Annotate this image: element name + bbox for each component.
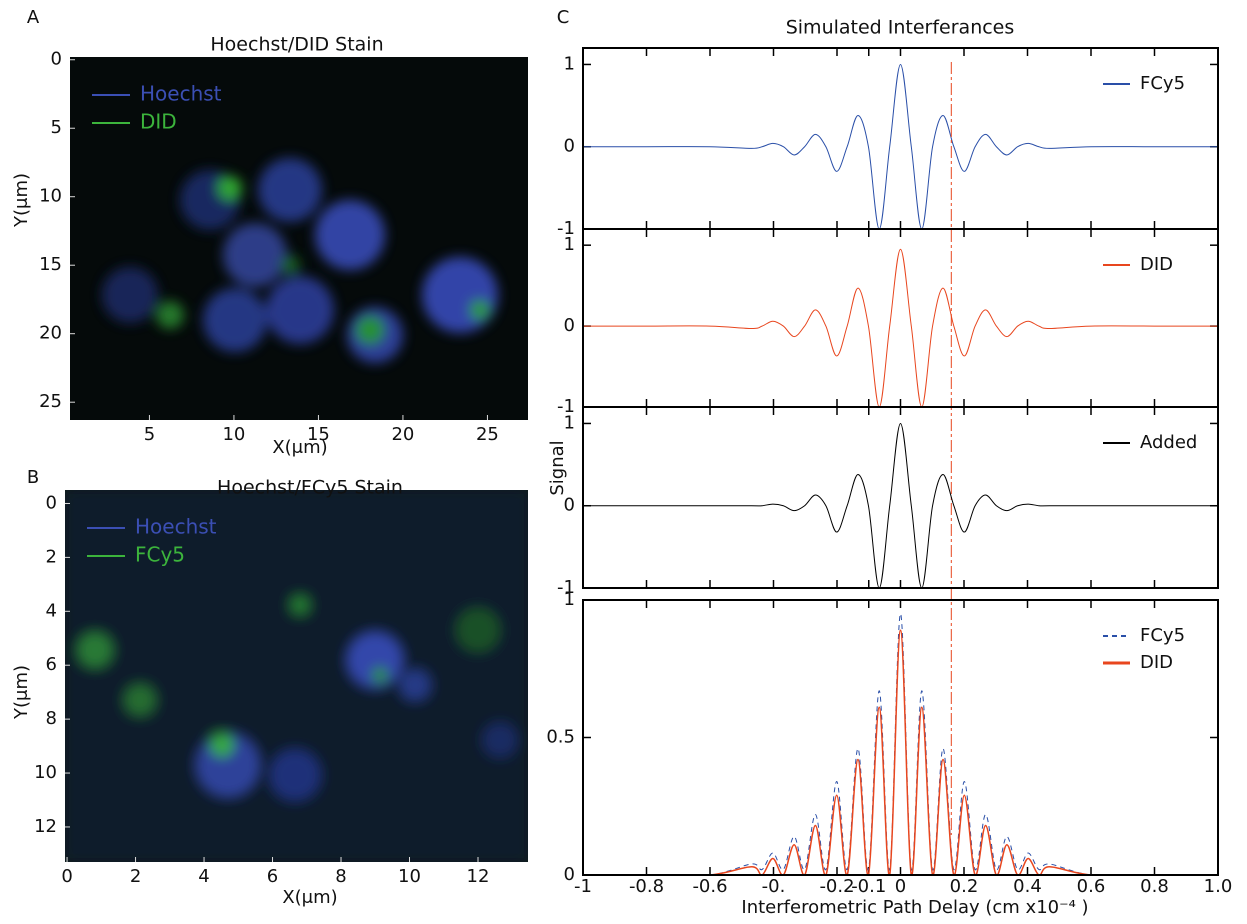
y-axis-label: Y(μm) (11, 665, 32, 720)
x-tick-label: 6 (267, 866, 278, 887)
x-tick-label: 10 (398, 866, 421, 887)
y-tick-label: 5 (51, 117, 62, 138)
plot-frame (582, 228, 1219, 408)
x-tick-label: 0.8 (1140, 876, 1169, 897)
x-tick-label: 1.0 (1204, 876, 1233, 897)
y-tick-label: 10 (34, 762, 57, 783)
x-axis-label: X(μm) (272, 437, 327, 458)
y-tick-label: -1 (557, 577, 575, 598)
y-tick-label: 2 (46, 546, 57, 567)
y-axis-label: Signal (547, 440, 568, 495)
x-tick-label: 0.4 (1013, 876, 1042, 897)
y-tick-label: 6 (46, 654, 57, 675)
panel-label: A (27, 7, 40, 28)
micrograph-a (70, 57, 528, 420)
y-tick-label: -1 (557, 396, 575, 417)
x-tick-label: 10 (222, 424, 245, 445)
x-tick-label: -0.2 (819, 876, 854, 897)
x-tick-label: 0.6 (1077, 876, 1106, 897)
x-tick-label: 0 (61, 866, 72, 887)
plot-frame (582, 47, 1219, 230)
legend-label: DID (1140, 652, 1173, 673)
y-tick-label: 1 (564, 412, 575, 433)
x-tick-label: 8 (335, 866, 346, 887)
x-tick-label: 0 (895, 876, 906, 897)
y-tick-label: 25 (39, 391, 62, 412)
legend-label: DID (1140, 254, 1173, 275)
legend-label: FCy5 (135, 543, 185, 567)
y-tick-label: 0 (564, 315, 575, 336)
y-tick-label: -1 (557, 218, 575, 239)
y-tick-label: 0.5 (546, 727, 575, 748)
y-tick-label: 0 (564, 495, 575, 516)
legend-label: Hoechst (135, 515, 217, 539)
plot-frame (582, 406, 1219, 589)
x-tick-label: -1 (574, 876, 592, 897)
y-tick-label: 8 (46, 708, 57, 729)
chart-title: Simulated Interferances (786, 17, 1015, 39)
legend-label: Hoechst (140, 82, 222, 106)
y-tick-label: 1 (564, 589, 575, 610)
y-tick-label: 4 (46, 600, 57, 621)
series-line (583, 422, 1218, 588)
series-line (583, 613, 1218, 875)
y-tick-label: 10 (39, 186, 62, 207)
y-tick-label: 0 (564, 864, 575, 885)
x-tick-label: 5 (144, 424, 155, 445)
y-tick-label: 20 (39, 323, 62, 344)
y-tick-label: 15 (39, 254, 62, 275)
legend-label: Added (1140, 432, 1197, 453)
x-tick-label: 0.2 (950, 876, 979, 897)
x-tick-label: 2 (130, 866, 141, 887)
y-tick-label: 0 (46, 492, 57, 513)
panel-label: C (557, 7, 570, 28)
y-tick-label: 1 (564, 234, 575, 255)
x-tick-label: -0.6 (692, 876, 727, 897)
micrograph-b (65, 490, 528, 862)
legend-label: FCy5 (1140, 625, 1185, 646)
y-tick-label: 12 (34, 816, 57, 837)
x-tick-label: -0. (762, 876, 786, 897)
series-line (583, 63, 1218, 229)
y-tick-label: 0 (51, 49, 62, 70)
x-tick-label: 12 (467, 866, 490, 887)
chart-title: Hoechst/FCy5 Stain (217, 477, 403, 499)
series-line (583, 629, 1218, 875)
x-axis-label: Interferometric Path Delay (cm x10⁻⁴ ) (741, 897, 1088, 918)
plot-frame (582, 599, 1219, 876)
x-tick-label: -0.8 (629, 876, 664, 897)
panel-label: B (27, 467, 39, 488)
x-tick-label: 4 (198, 866, 209, 887)
y-tick-label: 0 (564, 136, 575, 157)
legend-label: DID (140, 110, 177, 134)
series-line (583, 248, 1218, 407)
x-axis-label: X(μm) (282, 887, 337, 908)
x-tick-label: -0.1 (851, 876, 886, 897)
legend-label: FCy5 (1140, 73, 1185, 94)
x-tick-label: 20 (391, 424, 414, 445)
chart-title: Hoechst/DID Stain (210, 34, 383, 56)
y-tick-label: 1 (564, 53, 575, 74)
y-axis-label: Y(μm) (11, 173, 32, 228)
x-tick-label: 25 (476, 424, 499, 445)
x-tick-label: 15 (307, 424, 330, 445)
